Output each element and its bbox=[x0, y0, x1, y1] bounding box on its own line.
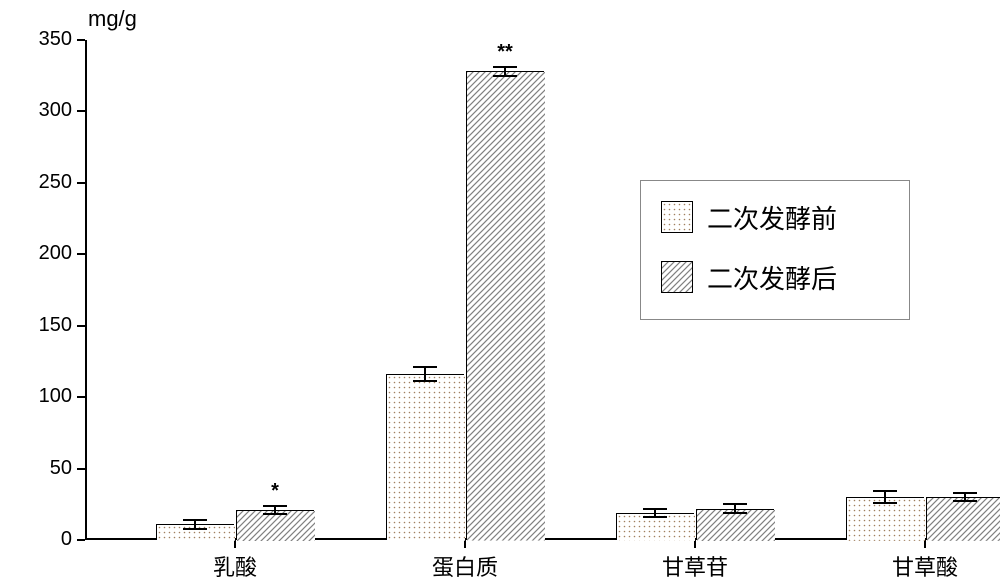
legend: 二次发酵前二次发酵后 bbox=[640, 180, 910, 320]
y-tick bbox=[77, 468, 85, 470]
legend-row: 二次发酵后 bbox=[661, 261, 837, 293]
x-tick bbox=[694, 540, 696, 548]
error-cap bbox=[183, 519, 207, 521]
y-tick bbox=[77, 325, 85, 327]
x-category-label: 甘草酸 bbox=[845, 550, 1000, 582]
error-cap bbox=[183, 528, 207, 530]
legend-swatch-before bbox=[661, 201, 693, 233]
legend-label: 二次发酵后 bbox=[707, 259, 837, 296]
error-cap bbox=[723, 512, 747, 514]
error-cap bbox=[723, 503, 747, 505]
y-tick-label: 350 bbox=[20, 28, 72, 51]
error-cap bbox=[953, 492, 977, 494]
y-axis-line bbox=[85, 40, 87, 540]
y-tick-label: 150 bbox=[20, 314, 72, 337]
error-cap bbox=[263, 505, 287, 507]
y-tick bbox=[77, 253, 85, 255]
y-tick bbox=[77, 182, 85, 184]
bar-chart: mg/g 0 50 100 150 200 250 300 350 乳酸 * 蛋白质 ** 甘草苷 甘草酸… bbox=[0, 0, 1000, 588]
y-tick-label: 0 bbox=[20, 528, 72, 551]
error-cap bbox=[413, 366, 437, 368]
y-tick-label: 300 bbox=[20, 99, 72, 122]
error-cap bbox=[953, 500, 977, 502]
error-bar bbox=[424, 367, 426, 381]
x-tick bbox=[234, 540, 236, 548]
error-cap bbox=[643, 516, 667, 518]
y-axis-unit-label: mg/g bbox=[88, 6, 137, 32]
y-tick-label: 200 bbox=[20, 242, 72, 265]
significance-marker: * bbox=[245, 480, 305, 503]
error-cap bbox=[413, 380, 437, 382]
error-cap bbox=[493, 66, 517, 68]
error-cap bbox=[873, 502, 897, 504]
x-tick bbox=[924, 540, 926, 548]
legend-label: 二次发酵前 bbox=[707, 199, 837, 236]
bar-before bbox=[386, 374, 464, 540]
y-tick-label: 50 bbox=[20, 457, 72, 480]
x-category-label: 甘草苷 bbox=[615, 550, 775, 582]
significance-marker: ** bbox=[475, 41, 535, 64]
y-tick-label: 250 bbox=[20, 171, 72, 194]
error-cap bbox=[493, 75, 517, 77]
x-tick bbox=[464, 540, 466, 548]
bar-after bbox=[466, 71, 544, 540]
y-tick bbox=[77, 110, 85, 112]
x-category-label: 蛋白质 bbox=[385, 550, 545, 582]
y-tick bbox=[77, 396, 85, 398]
error-cap bbox=[873, 490, 897, 492]
y-tick-label: 100 bbox=[20, 385, 72, 408]
error-cap bbox=[643, 508, 667, 510]
error-cap bbox=[263, 513, 287, 515]
y-tick bbox=[77, 39, 85, 41]
legend-swatch-after bbox=[661, 261, 693, 293]
bar-after bbox=[926, 497, 1000, 540]
x-category-label: 乳酸 bbox=[155, 550, 315, 582]
y-tick bbox=[77, 539, 85, 541]
legend-row: 二次发酵前 bbox=[661, 201, 837, 233]
